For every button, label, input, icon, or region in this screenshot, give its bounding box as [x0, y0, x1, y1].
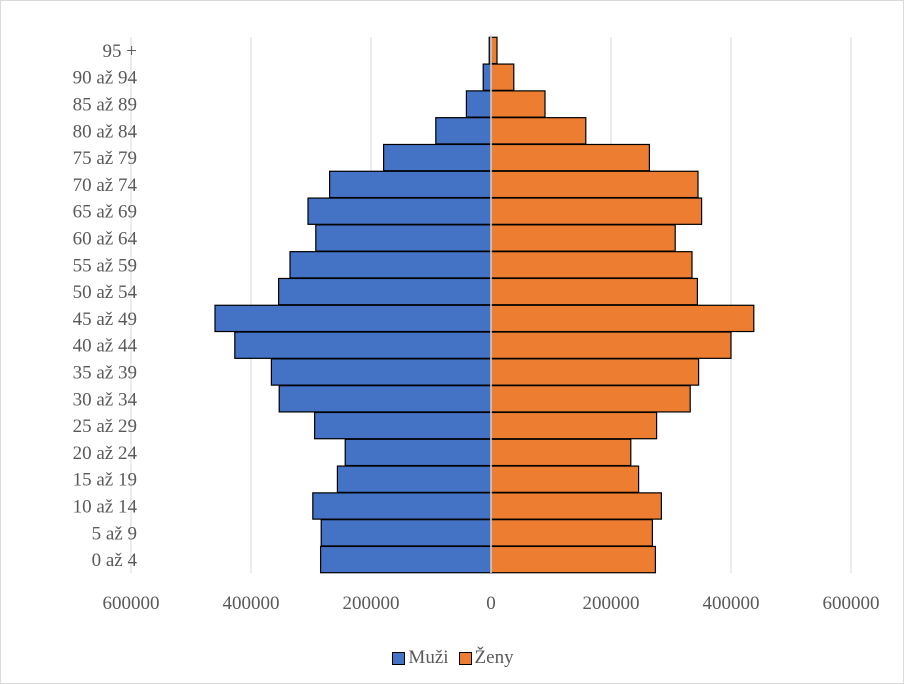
- x-tick-label: 400000: [703, 593, 760, 614]
- legend-label-zeny: Ženy: [474, 647, 514, 668]
- bar-muzi: [234, 331, 492, 359]
- x-tick-label: 400000: [223, 593, 280, 614]
- category-label: 5 až 9: [92, 523, 137, 544]
- category-label: 20 až 24: [73, 443, 138, 464]
- category-label: 0 až 4: [92, 550, 138, 571]
- bar-zeny: [490, 438, 632, 467]
- bar-zeny: [490, 90, 546, 118]
- bar-muzi: [320, 519, 492, 547]
- bar-muzi: [435, 117, 492, 145]
- x-tick-label: 200000: [343, 593, 400, 614]
- x-tick-label: 200000: [583, 593, 640, 614]
- x-tick-labels: 600000 400000 200000 0 200000 400000 600000: [103, 593, 880, 614]
- category-label: 90 až 94: [73, 68, 138, 89]
- legend-item-zeny: Ženy: [458, 647, 514, 669]
- category-label: 60 až 64: [73, 229, 138, 250]
- bar-muzi: [214, 304, 492, 333]
- bar-zeny: [490, 170, 699, 199]
- category-labels: 0 až 4 5 až 9 10 až 14 15 až 19 20 až 24 25 a…: [73, 41, 138, 571]
- category-label: 10 až 14: [73, 497, 138, 518]
- bar-zeny: [490, 304, 755, 333]
- population-pyramid-chart: 0 až 4 5 až 9 10 až 14 15 až 19 20 až 24 25 a…: [73, 35, 880, 614]
- bar-muzi: [320, 545, 492, 574]
- legend-item-muzi: Muži: [392, 647, 449, 669]
- bar-muzi: [289, 251, 492, 279]
- bar-muzi: [270, 358, 492, 386]
- category-label: 95 +: [103, 41, 137, 62]
- category-label: 15 až 19: [73, 470, 137, 491]
- bar-muzi: [315, 224, 492, 252]
- category-label: 35 až 39: [73, 363, 137, 384]
- legend: Muži Ženy: [1, 647, 904, 669]
- bar-muzi: [307, 197, 492, 225]
- legend-swatch-zeny: [458, 651, 472, 665]
- bar-zeny: [490, 277, 698, 306]
- bar-muzi: [314, 411, 492, 440]
- bar-zeny: [490, 117, 587, 145]
- bar-zeny: [490, 385, 691, 413]
- category-label: 65 až 69: [73, 202, 137, 223]
- category-label: 85 až 89: [73, 95, 137, 116]
- legend-label-muzi: Muži: [408, 647, 449, 668]
- bar-muzi: [482, 63, 492, 91]
- bar-zeny: [490, 465, 640, 493]
- bar-zeny: [490, 143, 650, 172]
- category-label: 25 až 29: [73, 416, 137, 437]
- x-tick-label: 600000: [103, 593, 160, 614]
- bar-muzi: [278, 385, 492, 413]
- bar-muzi: [383, 143, 492, 172]
- bar-zeny: [490, 411, 658, 440]
- x-tick-label: 600000: [823, 593, 880, 614]
- bar-zeny: [490, 545, 656, 574]
- bar-muzi: [312, 492, 492, 520]
- bar-muzi: [329, 170, 492, 199]
- bar-zeny: [490, 63, 515, 91]
- bar-muzi: [278, 277, 492, 306]
- category-label: 50 až 54: [73, 282, 138, 303]
- bar-zeny: [490, 331, 732, 359]
- bar-zeny: [490, 36, 498, 65]
- category-label: 55 až 59: [73, 255, 137, 276]
- bars: [214, 36, 755, 574]
- bar-zeny: [490, 519, 653, 547]
- category-label: 70 až 74: [73, 175, 138, 196]
- category-label: 45 až 49: [73, 309, 137, 330]
- bar-zeny: [490, 251, 693, 279]
- bar-muzi: [465, 90, 492, 118]
- bar-muzi: [336, 465, 492, 493]
- bar-zeny: [490, 358, 700, 386]
- bar-zeny: [490, 492, 662, 520]
- category-label: 30 až 34: [73, 389, 138, 410]
- x-tick-label: 0: [486, 593, 496, 614]
- category-label: 80 až 84: [73, 121, 138, 142]
- bar-zeny: [490, 197, 703, 225]
- bar-zeny: [490, 224, 676, 252]
- legend-swatch-muzi: [392, 651, 406, 665]
- category-label: 75 až 79: [73, 148, 137, 169]
- category-label: 40 až 44: [73, 336, 138, 357]
- bar-muzi: [344, 438, 492, 467]
